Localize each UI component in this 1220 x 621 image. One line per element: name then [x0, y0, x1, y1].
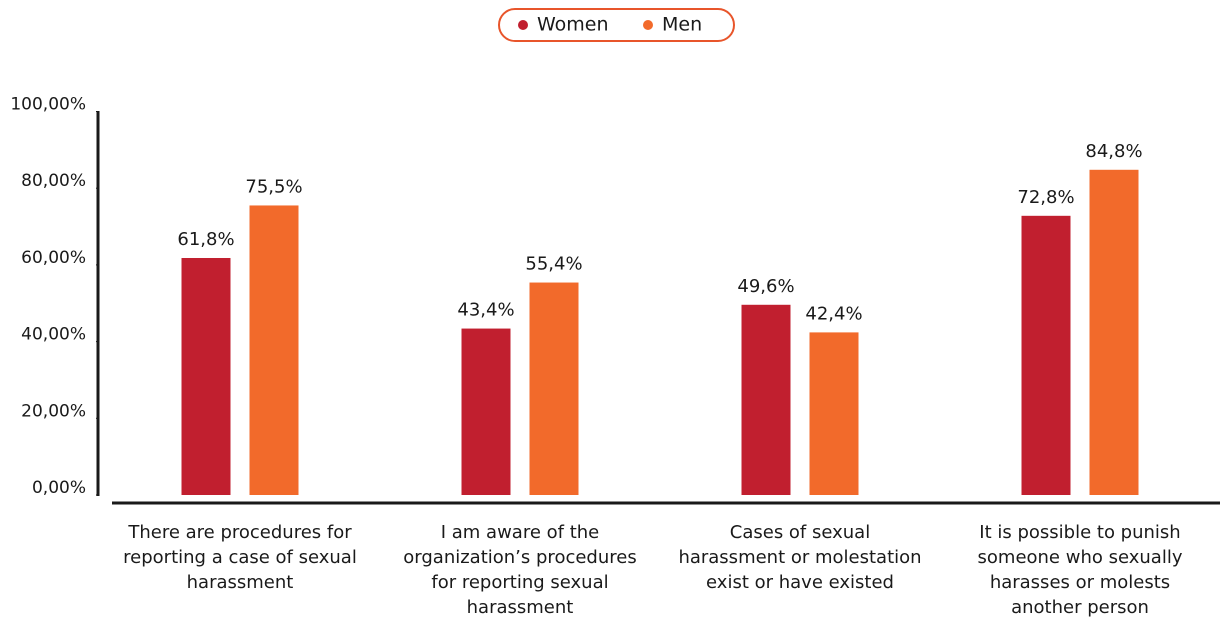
x-tick-label: There are procedures for reporting a cas…	[123, 522, 357, 593]
value-label: 55,4%	[525, 254, 582, 275]
value-label: 72,8%	[1017, 187, 1074, 208]
bar	[461, 328, 511, 495]
bar	[181, 257, 231, 495]
bar	[741, 304, 791, 495]
value-label: 61,8%	[177, 229, 234, 250]
legend-label: Men	[662, 14, 702, 36]
y-tick-label: 80,00%	[21, 171, 86, 191]
bar	[529, 282, 579, 495]
y-tick-label: 100,00%	[10, 95, 86, 115]
legend-marker	[643, 20, 653, 30]
bar	[1089, 169, 1139, 496]
value-label: 42,4%	[805, 303, 862, 324]
bar	[249, 205, 299, 495]
x-tick-label: I am aware of the organization’s procedu…	[403, 522, 637, 618]
legend-label: Women	[537, 14, 609, 36]
value-label: 43,4%	[457, 300, 514, 321]
legend-marker	[518, 20, 528, 30]
value-label: 49,6%	[737, 276, 794, 297]
legend-box	[498, 8, 735, 42]
x-tick-label: Cases of sexual harassment or molestatio…	[678, 522, 922, 593]
x-tick-label: It is possible to punish someone who sex…	[977, 522, 1183, 618]
bar	[809, 332, 859, 495]
y-tick-label: 40,00%	[21, 325, 86, 345]
value-label: 75,5%	[245, 176, 302, 197]
bar	[1021, 215, 1071, 495]
y-tick-label: 0,00%	[32, 478, 86, 498]
y-tick-label: 20,00%	[21, 401, 86, 421]
value-label: 84,8%	[1085, 141, 1142, 162]
y-tick-label: 60,00%	[21, 248, 86, 268]
